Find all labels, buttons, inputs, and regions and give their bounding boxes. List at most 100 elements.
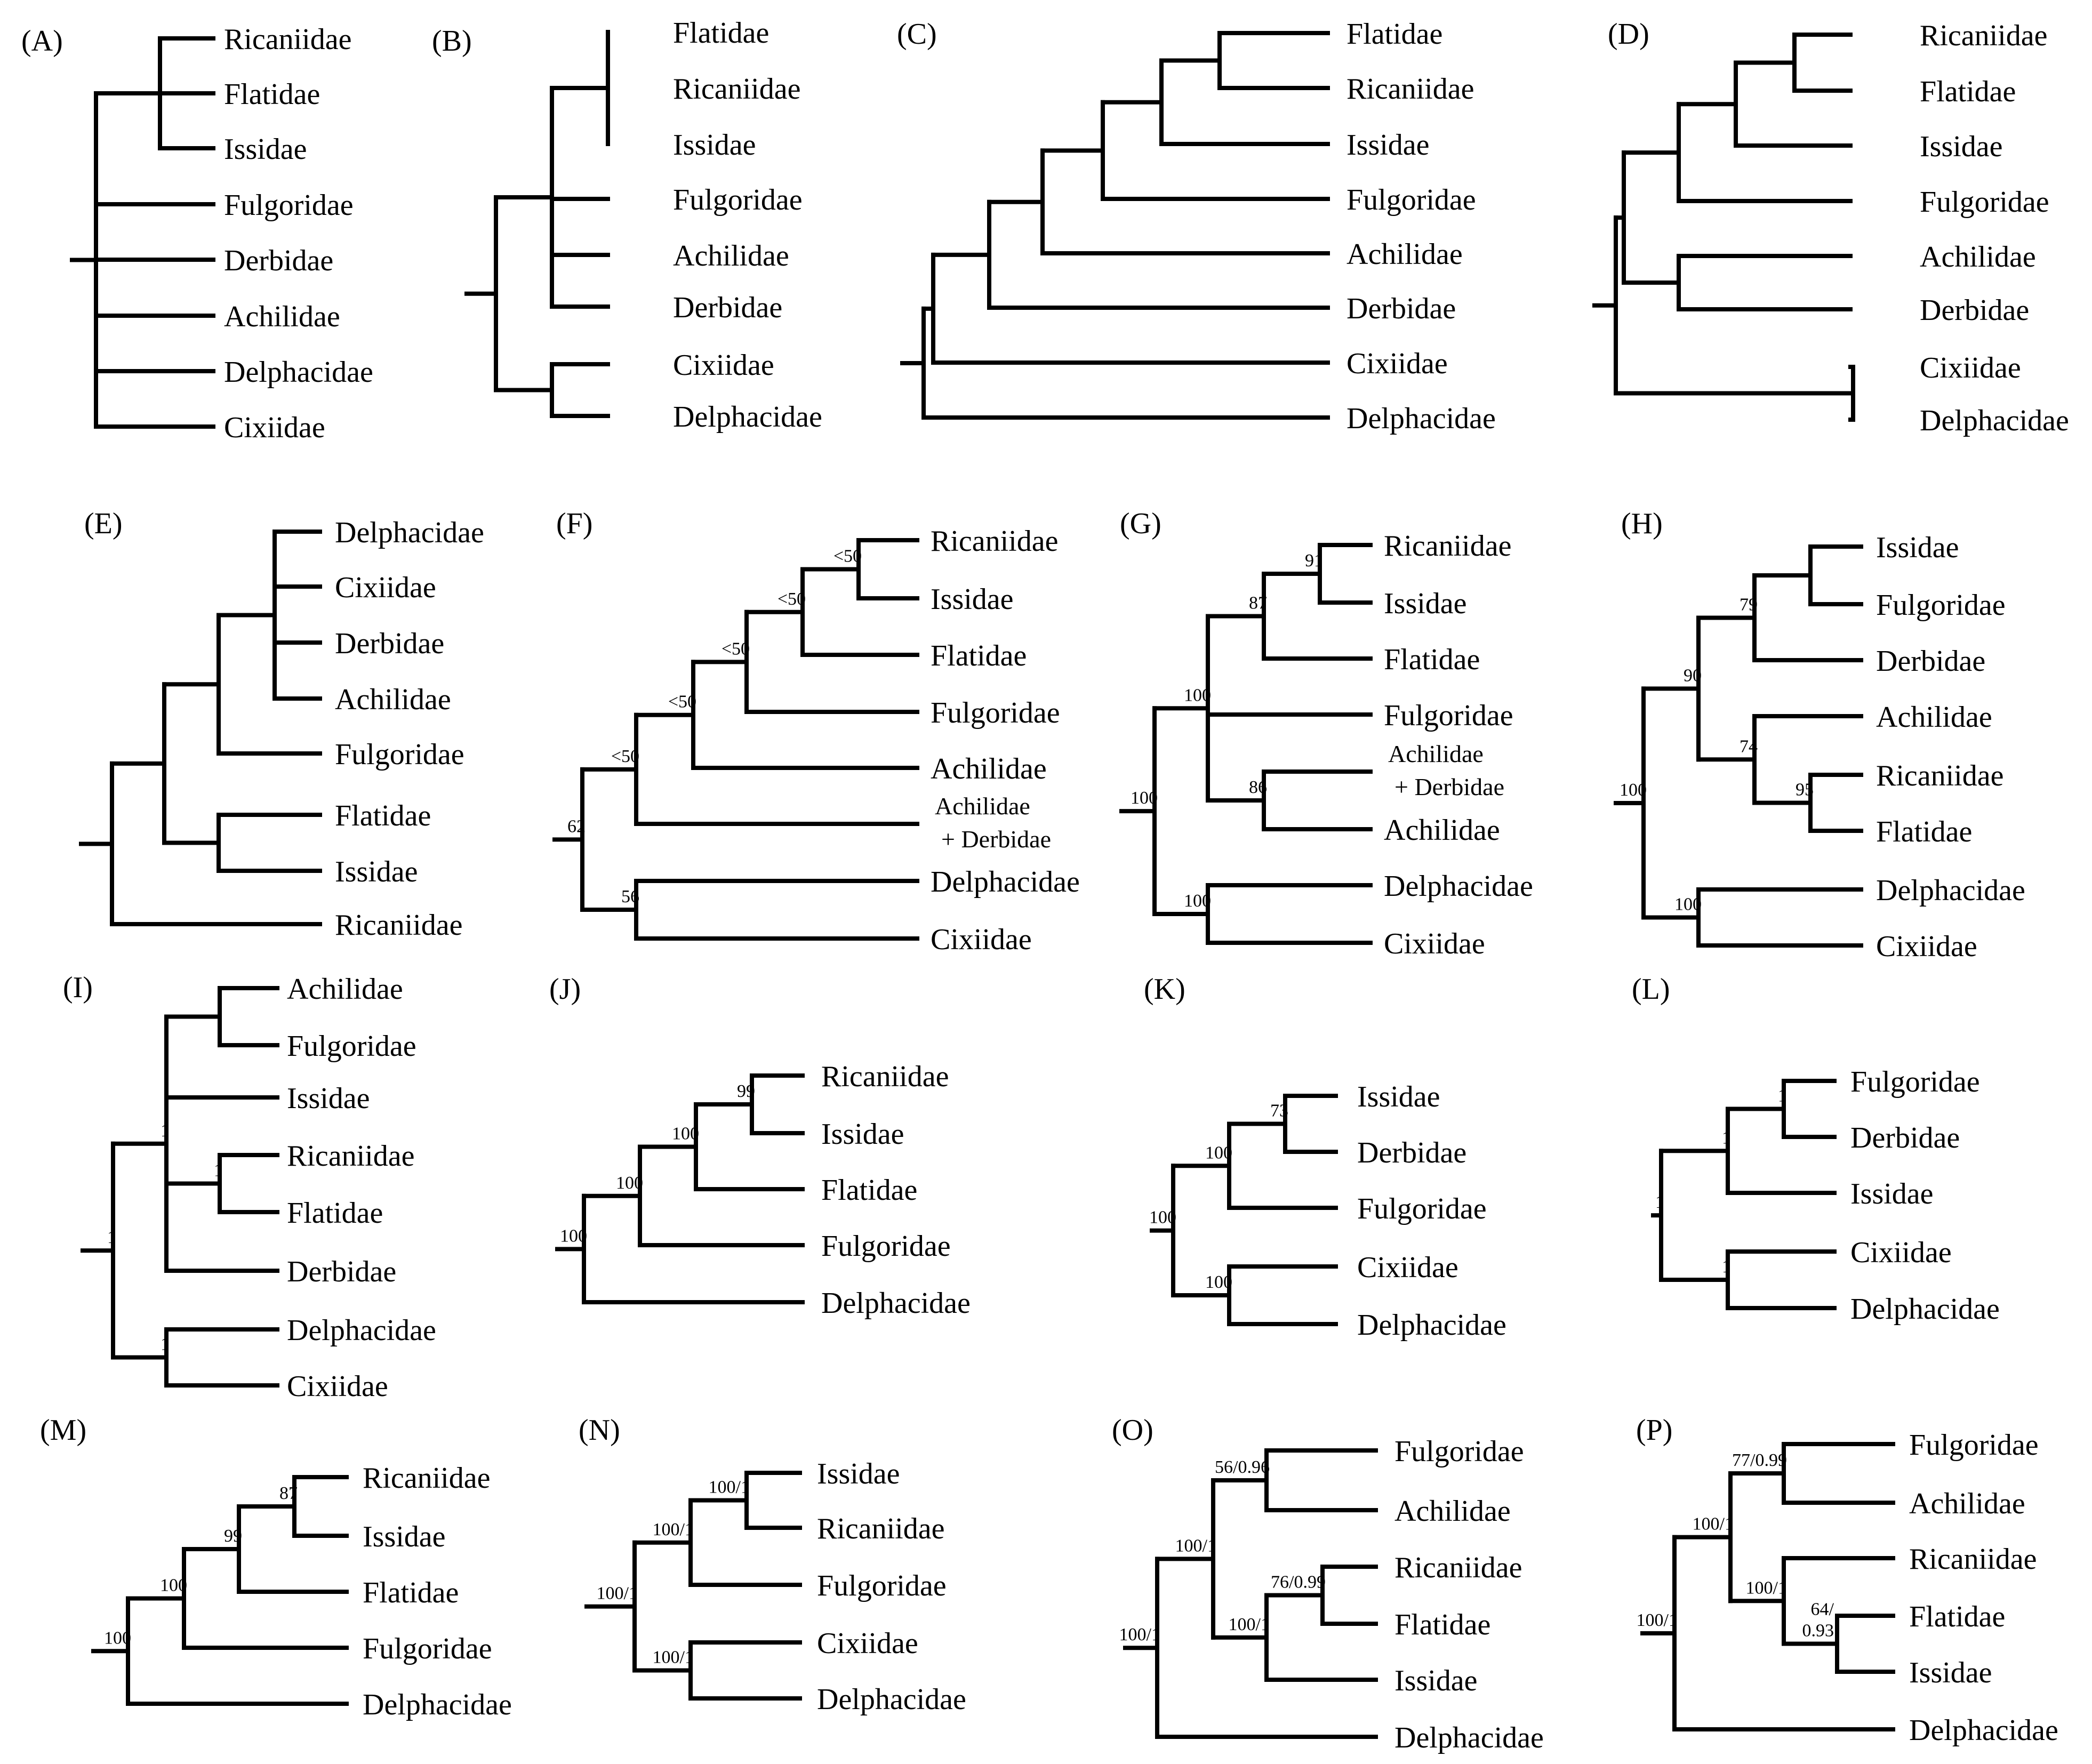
taxon-label-fulgoridae: Fulgoridae: [287, 1030, 416, 1063]
support-value: 100/1: [597, 1584, 638, 1603]
tree-panel-a: (A) Ricaniidae Flatidae Issidae Fulgoridae De…: [21, 23, 373, 444]
tree-panel-g: (G) Ricaniidae Issidae 91 Flatidae 87 Fulgorid…: [1119, 507, 1533, 960]
taxon-label-achilidae: Achilidae: [287, 973, 403, 1006]
taxon-label-achilidae: Achilidae + Derbidae: [935, 792, 1051, 853]
panel-label: (E): [84, 507, 123, 540]
taxon-label-ricaniidae: Ricaniidae: [1394, 1551, 1522, 1584]
taxon-label-flatidae: Flatidae: [1876, 815, 1972, 848]
taxon-label-cixiidae: Cixiidae: [673, 349, 774, 382]
taxon-label-ricaniidae: Ricaniidae: [931, 525, 1058, 558]
support-value: 87: [279, 1484, 298, 1503]
taxon-label-issidae: Issidae: [363, 1520, 446, 1553]
taxon-label-derbidae: Derbidae: [1876, 645, 1985, 678]
taxon-label-delphacidae: Delphacidae: [931, 865, 1080, 899]
support-value: 100/1: [653, 1520, 694, 1540]
taxon-label-delphacidae: Delphacidae: [287, 1314, 436, 1347]
taxon-label-fulgoridae: Fulgoridae: [1909, 1429, 2039, 1462]
taxon-label-achilidae: Achilidae: [1909, 1487, 2025, 1520]
taxon-label-delphacidae: Delphacidae: [1850, 1293, 2000, 1326]
support-value: 1: [161, 1335, 170, 1354]
taxon-label-delphacidae: Delphacidae: [363, 1688, 512, 1721]
taxon-label-derbidae: Derbidae: [673, 291, 782, 324]
panel-label: (I): [63, 971, 93, 1004]
taxon-label-cixiidae: Cixiidae: [335, 571, 436, 604]
panel-label: (P): [1636, 1414, 1672, 1447]
panel-label: (G): [1120, 507, 1161, 540]
taxon-label-derbidae: Derbidae: [224, 244, 333, 277]
taxon-label-fulgoridae: Fulgoridae: [931, 696, 1060, 729]
support-value: 1: [161, 1121, 170, 1141]
support-value: 99: [737, 1081, 755, 1101]
taxon-label-flatidae: Flatidae: [1920, 75, 2016, 108]
taxon-label-delphacidae: Delphacidae: [1394, 1721, 1544, 1754]
taxon-label-ricaniidae: Ricaniidae: [1876, 759, 2003, 792]
tree-panel-o: (O) Fulgoridae Achilidae 56/0.96 Ricaniidae F…: [1112, 1414, 1544, 1754]
taxon-label-delphacidae: Delphacidae: [1346, 402, 1496, 435]
tree-panel-l: (L) Fulgoridae Derbidae 1 Issidae 1 Cixiidae De…: [1632, 973, 2000, 1326]
taxon-label-issidae: Issidae: [1384, 587, 1467, 620]
support-value: 56: [621, 887, 639, 907]
support-value: 74: [1740, 736, 1758, 756]
tree-panel-k: (K) Issidae Derbidae 73 Fulgoridae 100 Cixiida…: [1144, 973, 1506, 1342]
support-value: 1: [1778, 1086, 1787, 1106]
support-value: 100: [1674, 895, 1702, 915]
support-value: 1: [1655, 1192, 1664, 1212]
taxon-label-cixiidae: Cixiidae: [931, 923, 1032, 956]
support-value: 100: [1620, 780, 1647, 800]
taxon-label-delphacidae: Delphacidae: [821, 1287, 971, 1320]
taxon-label-delphacidae: Delphacidae: [1909, 1714, 2058, 1747]
taxon-label-cixiidae: Cixiidae: [1357, 1251, 1458, 1284]
taxon-label-fulgoridae: Fulgoridae: [821, 1230, 951, 1263]
taxon-label-fulgoridae: Fulgoridae: [1850, 1065, 1980, 1099]
taxon-label-issidae: Issidae: [1876, 531, 1959, 564]
taxon-label-derbidae: Derbidae: [335, 627, 444, 660]
taxon-label-issidae: Issidae: [1909, 1656, 1992, 1689]
panel-label: (K): [1144, 973, 1185, 1006]
support-value: 100: [616, 1173, 643, 1193]
taxon-label-delphacidae: Delphacidae: [817, 1683, 966, 1716]
panel-label: (M): [40, 1414, 86, 1447]
taxon-label-achilidae: Achilidae + Derbidae: [1388, 740, 1504, 800]
taxon-label-issidae: Issidae: [1394, 1664, 1478, 1697]
taxon-label-fulgoridae: Fulgoridae: [673, 183, 803, 217]
taxon-label-achilidae: Achilidae: [335, 683, 451, 716]
taxon-label-fulgoridae: Fulgoridae: [1357, 1192, 1487, 1225]
taxon-label-ricaniidae: Ricaniidae: [821, 1060, 949, 1093]
taxon-label-flatidae: Flatidae: [1394, 1608, 1490, 1641]
taxon-label-flatidae: Flatidae: [673, 17, 769, 50]
support-value: 1: [1722, 1128, 1731, 1148]
taxon-label-achilidae: Achilidae: [1876, 701, 1992, 734]
support-value: 100/1: [709, 1478, 750, 1497]
taxon-label-flatidae: Flatidae: [224, 78, 320, 111]
taxon-label-ricaniidae: Ricaniidae: [673, 73, 800, 106]
support-value: 95: [1796, 780, 1814, 800]
taxon-label-issidae: Issidae: [1346, 129, 1430, 162]
taxon-label-fulgoridae: Fulgoridae: [1384, 699, 1513, 732]
taxon-label-issidae: Issidae: [1850, 1177, 1934, 1210]
taxon-label-delphacidae: Delphacidae: [1876, 874, 2025, 907]
tree-panel-j: (J) Ricaniidae Issidae 99 Flatidae 100 Fulgori…: [549, 973, 971, 1320]
taxon-label-cixiidae: Cixiidae: [1850, 1236, 1952, 1269]
taxon-label-ricaniidae: Ricaniidae: [224, 23, 351, 56]
panel-label: (D): [1608, 18, 1649, 51]
taxon-label-fulgoridae: Fulgoridae: [224, 189, 354, 222]
support-value: 100: [104, 1628, 131, 1648]
taxon-label-cixiidae: Cixiidae: [817, 1627, 918, 1660]
panel-label: (L): [1632, 973, 1670, 1006]
taxon-label-cixiidae: Cixiidae: [1920, 351, 2021, 384]
support-value: 100/1: [1119, 1625, 1160, 1645]
taxon-label-issidae: Issidae: [821, 1118, 904, 1151]
support-value: 77/0.99: [1732, 1450, 1787, 1470]
support-value: <50: [778, 589, 806, 609]
support-value: 100/1: [1693, 1514, 1734, 1534]
taxon-label-flatidae: Flatidae: [821, 1174, 917, 1207]
panel-label: (H): [1621, 507, 1663, 540]
taxon-label-ricaniidae: Ricaniidae: [1909, 1543, 2037, 1576]
tree-panel-i: (I) Achilidae Fulgoridae Issidae Ricaniidae F…: [63, 971, 436, 1403]
support-value: 100: [1205, 1272, 1232, 1292]
taxon-label-fulgoridae: Fulgoridae: [1346, 183, 1476, 217]
taxon-label-fulgoridae: Fulgoridae: [1394, 1435, 1524, 1468]
tree-panel-e: (E) Delphacidae Cixiidae Derbidae Achilidae F…: [79, 507, 484, 942]
taxon-label-issidae: Issidae: [224, 133, 307, 166]
taxon-label-issidae: Issidae: [817, 1457, 900, 1490]
